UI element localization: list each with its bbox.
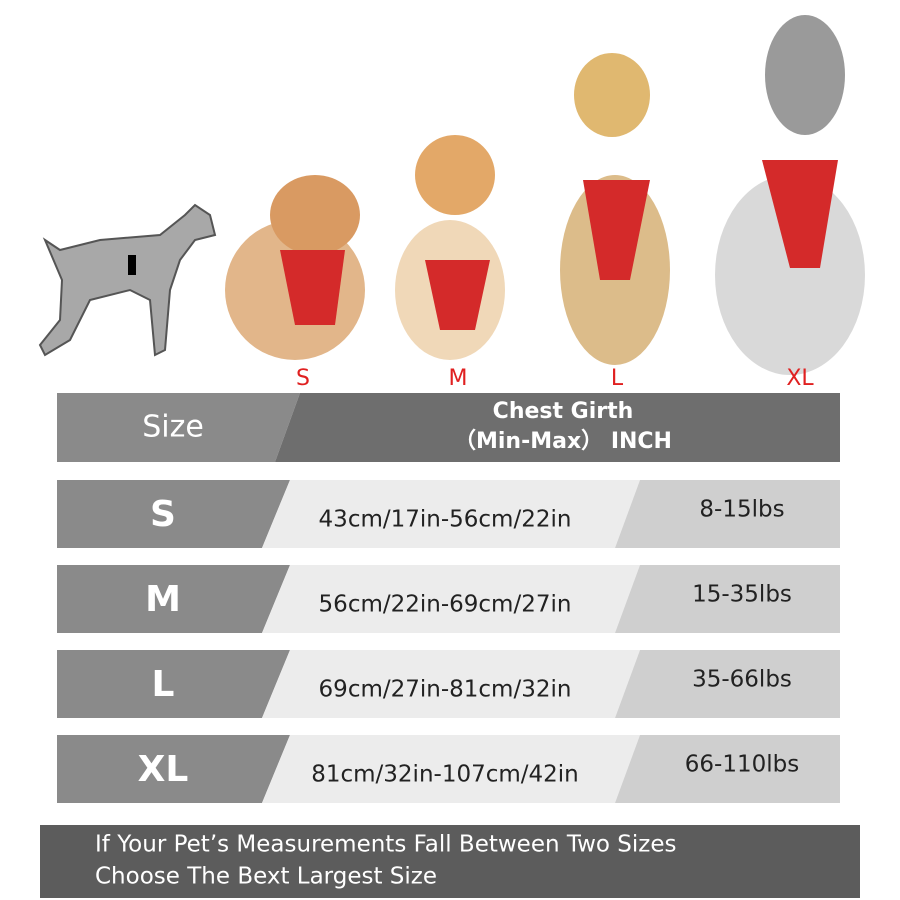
header-size: Size [142,410,204,445]
size-text: S [150,494,176,535]
header-girth: Chest Girth [493,399,634,424]
dog-size-label: L [611,366,624,391]
weight-cell [615,735,840,803]
footer-bar [40,825,860,898]
weight-cell [615,565,840,633]
header-unit: （Min-Max） INCH [454,429,672,454]
header-size-cell [57,393,300,462]
size-cell [57,565,290,633]
size-text: L [152,664,175,705]
girth-text: 56cm/22in-69cm/27in [319,592,572,618]
dog-photos [225,15,865,375]
weight-text: 8-15lbs [699,497,784,523]
girth-cell [262,480,640,548]
footer-line: If Your Pet’s Measurements Fall Between … [95,832,677,858]
dog-silhouette [38,203,217,357]
size-text: M [145,579,181,620]
girth-text: 69cm/27in-81cm/32in [319,677,572,703]
size-cell [57,480,290,548]
girth-cell [262,735,640,803]
weight-text: 15-35lbs [692,582,792,608]
dog-size-label: S [296,366,310,391]
size-text: XL [138,749,189,790]
weight-cell [615,650,840,718]
footer-line: Choose The Bext Largest Size [95,864,437,890]
girth-text: 43cm/17in-56cm/22in [319,507,572,533]
girth-cell [262,650,640,718]
weight-text: 35-66lbs [692,667,792,693]
size-cell [57,650,290,718]
size-cell [57,735,290,803]
header-girth-cell [275,393,840,462]
girth-cell [262,565,640,633]
girth-text: 81cm/32in-107cm/42in [311,762,579,788]
weight-text: 66-110lbs [685,752,799,778]
weight-cell [615,480,840,548]
dog-size-label: XL [786,366,814,391]
dog-size-label: M [449,366,468,391]
